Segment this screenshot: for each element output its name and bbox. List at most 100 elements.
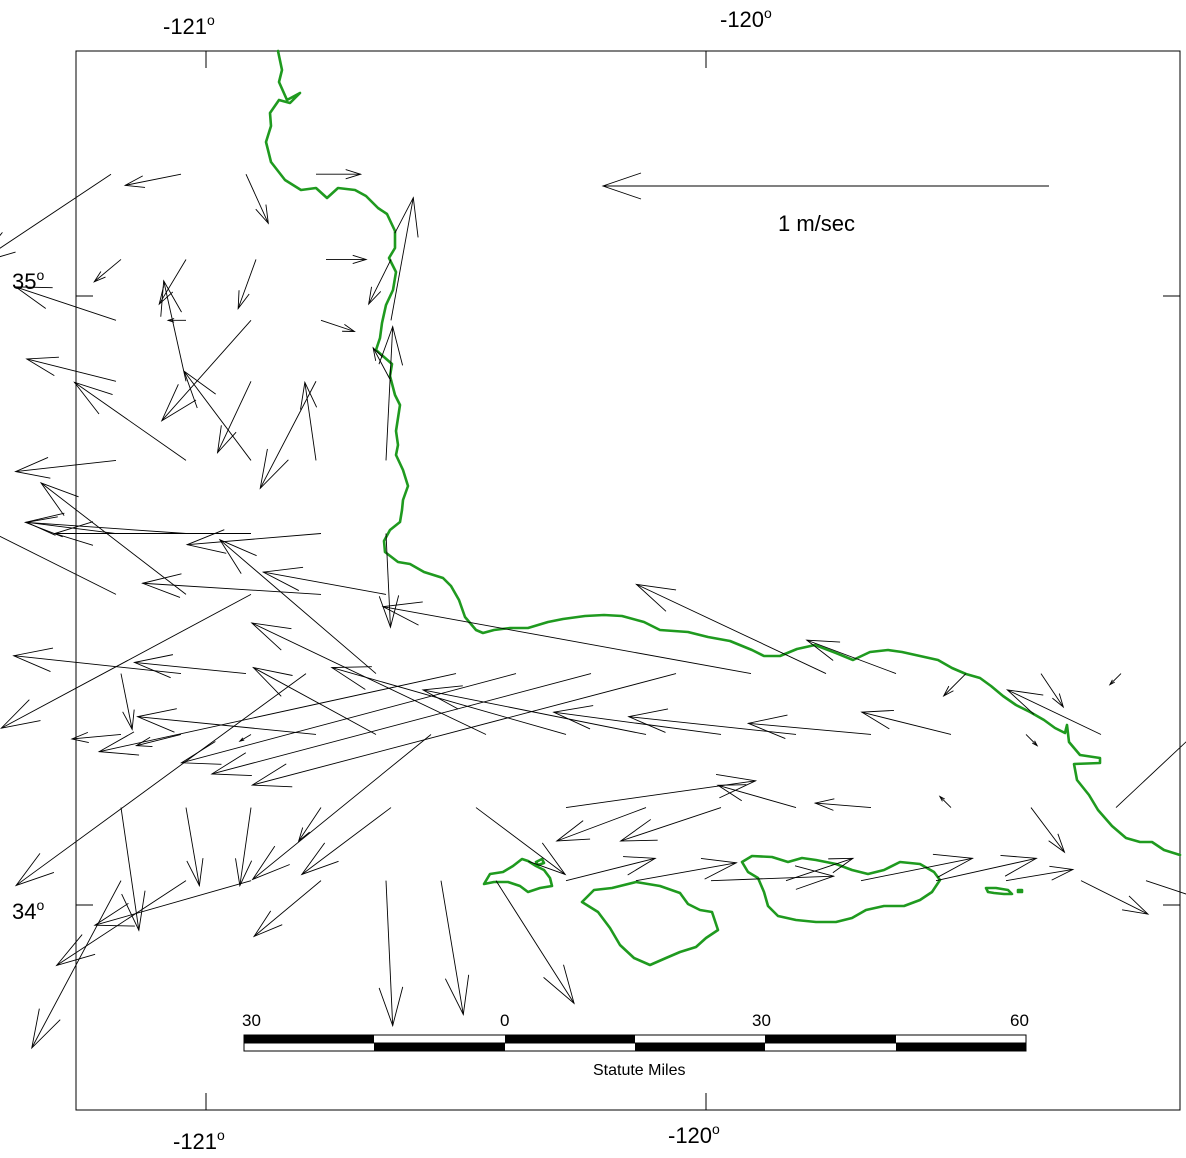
current-vector-head <box>421 685 463 710</box>
current-vector-head <box>261 566 304 591</box>
current-vector <box>0 173 112 258</box>
current-vector-head <box>0 232 16 258</box>
current-vector <box>421 685 647 735</box>
current-vector-head <box>237 290 250 310</box>
current-vector-shaft <box>259 381 317 489</box>
current-vector-head <box>136 708 177 733</box>
current-vector-shaft <box>137 716 317 735</box>
current-vector-shaft <box>40 482 187 595</box>
current-vector-head <box>73 381 113 415</box>
current-vector <box>123 173 182 188</box>
current-vector-head <box>259 448 289 490</box>
graticule-ticks <box>76 51 1180 1110</box>
current-vector-shaft <box>440 880 464 1015</box>
current-vector-head <box>93 271 106 283</box>
current-vector-shaft <box>1080 880 1149 915</box>
current-vector-shaft <box>0 173 112 249</box>
current-vector-head <box>368 286 382 306</box>
legend-arrow-head <box>601 172 642 200</box>
current-vector <box>1005 865 1075 882</box>
current-vector <box>252 880 322 938</box>
current-vector-shaft <box>187 533 322 546</box>
current-vector <box>251 734 432 881</box>
current-vector-shaft <box>385 533 391 628</box>
scale-title: Statute Miles <box>593 1062 685 1079</box>
current-vector <box>216 381 252 454</box>
current-vector-shaft <box>253 667 377 735</box>
lon-label-bottom-1: -121o <box>173 1127 225 1154</box>
current-vector <box>860 709 952 735</box>
lon-label-bottom-2: -120o <box>668 1121 720 1148</box>
current-vector-shaft <box>252 673 677 786</box>
current-vector <box>627 708 797 735</box>
current-vector <box>300 807 392 876</box>
current-vector-shaft <box>385 880 394 1026</box>
current-vector <box>93 880 252 927</box>
island-anacapa <box>984 886 1014 896</box>
current-vector-shaft <box>237 259 257 309</box>
current-vector <box>31 880 122 1050</box>
current-vector <box>635 857 738 882</box>
island-anacapa-east <box>1016 888 1024 894</box>
current-vector <box>300 380 318 461</box>
current-vector <box>390 196 419 321</box>
current-vector <box>316 169 363 180</box>
current-vector-head <box>1005 689 1044 715</box>
current-vector-shaft <box>134 661 247 675</box>
current-vector-head <box>394 196 419 238</box>
current-vector <box>120 807 146 932</box>
current-vector-head <box>352 254 368 265</box>
current-vector-shaft <box>93 259 122 283</box>
current-vector <box>261 566 387 595</box>
current-vector-shaft <box>422 689 647 735</box>
current-vector <box>25 356 117 382</box>
current-vector-head <box>794 865 836 890</box>
current-vector <box>1040 673 1065 709</box>
current-vector <box>805 639 897 675</box>
current-vector <box>938 795 952 808</box>
current-vector-shaft <box>71 734 122 740</box>
current-vector <box>14 673 307 887</box>
current-vector-shaft <box>636 583 827 674</box>
current-vector-head <box>23 512 65 538</box>
current-vector <box>297 807 322 843</box>
current-vector-shaft <box>15 459 117 473</box>
legend-reference-vector <box>601 172 1049 200</box>
current-vector-head <box>70 731 89 743</box>
current-vector-shaft <box>99 673 457 753</box>
current-vector-shaft <box>368 259 392 305</box>
current-vector-head <box>1000 854 1038 877</box>
current-vector-head <box>746 714 788 739</box>
current-vector-head <box>252 666 293 697</box>
current-vector-shaft <box>298 807 322 842</box>
current-vector-head <box>938 795 945 802</box>
current-vector-head <box>300 380 318 410</box>
current-vector-head <box>1108 679 1115 686</box>
current-vector-shaft <box>245 174 269 224</box>
current-vector-head <box>123 175 146 188</box>
current-vector-shaft <box>1040 673 1064 708</box>
current-vector-head <box>122 709 135 731</box>
current-vector-head <box>378 325 404 366</box>
current-vector-shaft <box>163 280 187 382</box>
current-vector <box>381 601 752 675</box>
current-vector-head <box>250 622 292 651</box>
current-vector-shaft <box>495 880 575 1004</box>
current-vector <box>1145 880 1186 895</box>
current-vector <box>183 370 252 461</box>
current-vector-shaft <box>217 381 252 453</box>
current-vector <box>259 381 317 490</box>
current-vector-head <box>444 974 470 1016</box>
current-vector-shaft <box>263 571 387 595</box>
current-vector <box>160 279 187 382</box>
current-vector <box>134 734 182 747</box>
current-vector-shaft <box>806 639 897 675</box>
island-santa-rosa <box>580 880 720 967</box>
current-vector-head <box>160 279 182 317</box>
current-vector-head <box>1048 833 1066 854</box>
current-vector <box>14 286 117 321</box>
current-vector-shaft <box>565 857 656 882</box>
current-vector <box>746 714 872 739</box>
current-vector-shaft <box>475 807 566 875</box>
lon-label-top-1: -121o <box>163 12 215 39</box>
